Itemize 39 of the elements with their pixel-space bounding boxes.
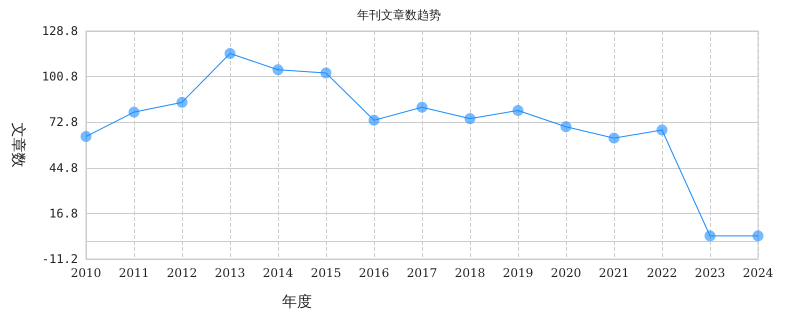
- x-tick-label: 2013: [214, 266, 246, 280]
- x-tick-label: 2021: [598, 266, 630, 280]
- x-tick-label: 2012: [166, 266, 198, 280]
- x-tick-label: 2016: [358, 266, 390, 280]
- x-tick-label: 2014: [262, 266, 294, 280]
- point: [416, 102, 428, 113]
- x-tick-label: 2024: [742, 266, 774, 280]
- x-tick-label: 2010: [70, 266, 102, 280]
- point: [320, 68, 332, 79]
- y-tick-label: 44.8: [49, 160, 78, 175]
- point: [176, 96, 188, 108]
- x-tick-label: 2011: [118, 266, 150, 280]
- x-axis-title: 年度: [282, 292, 312, 310]
- point: [464, 113, 476, 124]
- point: [368, 114, 380, 126]
- point: [656, 124, 668, 136]
- x-tick-label: 2017: [406, 266, 438, 280]
- x-tick-label: 2022: [646, 266, 678, 280]
- point: [608, 132, 620, 144]
- point: [128, 106, 140, 118]
- chart-title: 年刊文章数趋势: [357, 8, 441, 22]
- point: [224, 48, 236, 59]
- point: [704, 230, 716, 242]
- x-tick-label: 2020: [550, 266, 582, 280]
- point: [560, 121, 572, 132]
- y-axis-title: 文章数: [10, 122, 28, 168]
- y-tick-label: 100.8: [42, 70, 78, 84]
- x-tick-label: 2018: [454, 266, 486, 280]
- point: [752, 230, 764, 242]
- y-tick-label: -11.2: [42, 252, 78, 266]
- x-tick-label: 2015: [310, 266, 342, 280]
- x-tick-label: 2023: [694, 266, 726, 280]
- y-tick-label: 16.8: [49, 206, 78, 220]
- point: [80, 131, 92, 142]
- point: [512, 104, 524, 116]
- y-tick-label: 72.8: [49, 115, 78, 130]
- point: [272, 64, 284, 76]
- y-tick-label: 128.8: [42, 24, 78, 38]
- x-tick-label: 2019: [502, 266, 534, 280]
